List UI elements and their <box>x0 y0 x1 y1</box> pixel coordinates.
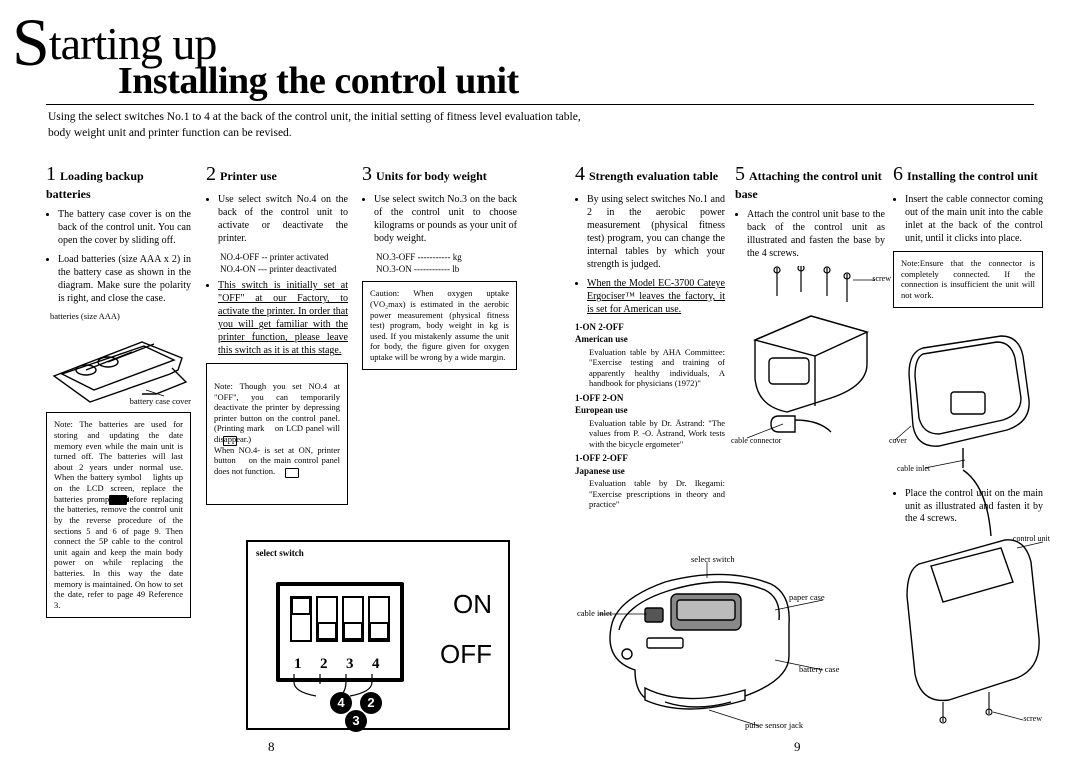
caution-box: Caution: When oxygen uptake (VO₂max) is … <box>362 281 517 369</box>
select-switch-diagram: select switch 1 2 3 4 ON OFF 4 2 3 <box>246 540 510 730</box>
diagram-label: batteries (size AAA) <box>50 311 191 322</box>
callout-circle: 4 <box>330 692 352 714</box>
page-number-right: 9 <box>794 739 801 755</box>
mode-sub: European use <box>575 405 725 416</box>
note-box: Note: The batteries are used for storing… <box>46 412 191 617</box>
mode-heading: 1-ON 2-OFF <box>575 322 725 333</box>
bullet: Use select switch No.4 on the back of th… <box>218 193 348 245</box>
leader-label: battery case <box>799 664 839 675</box>
leader-label: pulse sensor jack <box>745 720 803 731</box>
mode-sub: Japanese use <box>575 466 725 477</box>
print-icon <box>223 436 237 446</box>
mode-desc: Evaluation table by Dr. Åstrand: "The va… <box>589 418 725 450</box>
col-3: 3Units for body weight Use select switch… <box>362 162 517 370</box>
device-diagram: select switch cable inlet paper case bat… <box>575 560 865 730</box>
leader-label: cover <box>889 436 907 446</box>
step-heading: 6Installing the control unit <box>893 162 1043 187</box>
leader-label: screw <box>1023 714 1042 724</box>
leader-label: control unit <box>1013 534 1050 544</box>
bullet: The battery case cover is on the back of… <box>58 208 191 247</box>
setting-line: NO.3-OFF ----------- kg <box>376 251 517 263</box>
leader-label: cable connector <box>731 436 781 446</box>
col-4: 4Strength evaluation table By using sele… <box>575 162 725 510</box>
mode-sub: American use <box>575 334 725 345</box>
off-label: OFF <box>440 638 492 671</box>
leader-label: paper case <box>789 592 825 603</box>
intro-paragraph: Using the select switches No.1 to 4 at t… <box>48 110 588 141</box>
leader-label: select switch <box>691 554 735 565</box>
leader-label: cable inlet <box>577 608 612 619</box>
col-1: 1Loading backup batteries The battery ca… <box>46 162 191 618</box>
print-icon <box>285 468 299 478</box>
on-label: ON <box>453 588 492 621</box>
col-6: 6Installing the control unit Insert the … <box>893 162 1043 308</box>
callout-circle: 2 <box>360 692 382 714</box>
battery-icon <box>109 495 127 505</box>
step-heading: 5Attaching the control unit base <box>735 162 885 202</box>
page-number-left: 8 <box>268 739 275 755</box>
col-5: 5Attaching the control unit base Attach … <box>735 162 885 456</box>
control-unit-diagram: cover cable inlet control unit screw <box>893 330 1048 730</box>
step-heading: 4Strength evaluation table <box>575 162 725 187</box>
bullet: Place the control unit on the main unit … <box>905 488 1043 526</box>
mode-desc: Evaluation table by Dr. Ikegami: "Exerci… <box>589 478 725 510</box>
setting-line: NO.4-ON --- printer deactivated <box>220 263 348 275</box>
dip-switch: 1 2 3 4 <box>276 582 404 682</box>
setting-line: NO.4-OFF -- printer activated <box>220 251 348 263</box>
col-2: 2Printer use Use select switch No.4 on t… <box>206 162 348 505</box>
callout-circle: 3 <box>345 710 367 732</box>
page-title: Installing the control unit <box>118 58 519 106</box>
leader-label: screw <box>872 274 891 284</box>
bullet: This switch is initially set at "OFF" at… <box>218 279 348 357</box>
step-heading: 2Printer use <box>206 162 348 187</box>
battery-diagram <box>46 324 191 404</box>
step-heading: 3Units for body weight <box>362 162 517 187</box>
bullet: Load batteries (size AAA x 2) in the bat… <box>58 253 191 305</box>
base-diagram: screw cable connector <box>735 266 885 456</box>
mode-heading: 1-OFF 2-ON <box>575 393 725 404</box>
bullet: When the Model EC-3700 Cateye Ergociser™… <box>587 277 725 316</box>
dropcap: S <box>12 0 49 85</box>
bullet: Use select switch No.3 on the back of th… <box>374 193 517 245</box>
col-6-extra: Place the control unit on the main unit … <box>893 488 1043 526</box>
leader-label: cable inlet <box>897 464 930 474</box>
note-box: Note: Though you set NO.4 at "OFF", you … <box>206 363 348 505</box>
step-heading: 1Loading backup batteries <box>46 162 191 202</box>
mode-desc: Evaluation table by AHA Committee: "Exer… <box>589 347 725 390</box>
note-box: Note:Ensure that the connector is comple… <box>893 251 1043 308</box>
mode-heading: 1-OFF 2-OFF <box>575 453 725 464</box>
bullet: Attach the control unit base to the back… <box>747 208 885 260</box>
bullet: By using select switches No.1 and 2 in t… <box>587 193 725 271</box>
setting-line: NO.3-ON ------------ lb <box>376 263 517 275</box>
bullet: Insert the cable connector coming out of… <box>905 193 1043 245</box>
diagram-title: select switch <box>256 548 304 559</box>
title-rule <box>46 104 1034 105</box>
